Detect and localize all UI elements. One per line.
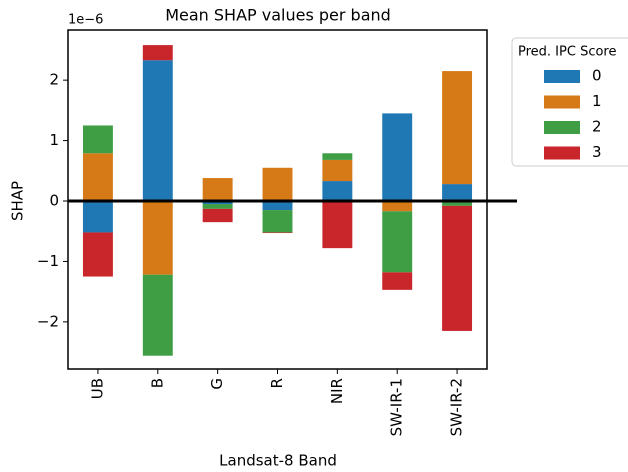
bar-segment [202, 201, 233, 205]
bar-segment [322, 159, 353, 182]
bar-segment [202, 178, 233, 202]
legend-label: 0 [592, 67, 602, 85]
y-tick-label: −2 [37, 312, 59, 330]
bar-segment [82, 201, 113, 233]
x-tick-label: R [268, 378, 286, 388]
axes-frame [67, 29, 488, 370]
x-tick-label: B [148, 378, 166, 388]
bar-segment [202, 208, 233, 223]
bar-segment [322, 201, 353, 249]
bar-segment [142, 201, 173, 275]
y-tick-label: −1 [37, 252, 59, 270]
legend-swatch [544, 121, 580, 134]
bar-segment [442, 71, 473, 185]
bar-segment [382, 201, 413, 212]
bar-segment [262, 167, 293, 202]
legend-title: Pred. IPC Score [518, 45, 616, 60]
x-tick-label: UB [88, 378, 106, 399]
x-axis-label: Landsat-8 Band [219, 452, 337, 470]
bar-segment [142, 45, 173, 61]
bar-segment [442, 184, 473, 202]
bar-segment [442, 201, 473, 206]
bar-segment [442, 205, 473, 331]
bar-segment [382, 211, 413, 273]
x-tick-label: SW-IR-1 [388, 378, 406, 436]
legend-swatch [544, 70, 580, 83]
chart-title: Mean SHAP values per band [165, 6, 391, 25]
legend-label: 1 [592, 92, 602, 110]
y-tick-label: 0 [49, 192, 59, 210]
bar-segment [262, 201, 293, 211]
bar-segment [262, 210, 293, 233]
bar-segment [82, 153, 113, 202]
bar-segment [82, 232, 113, 277]
bar-segment [322, 181, 353, 202]
legend-label: 2 [592, 118, 602, 136]
legend-label: 3 [592, 143, 602, 161]
bar-segment [142, 60, 173, 202]
bar-segment [202, 204, 233, 209]
legend-swatch [544, 146, 580, 160]
bar-segment [262, 232, 293, 234]
y-axis-label: SHAP [9, 181, 27, 221]
bar-segment [82, 125, 113, 154]
offset-label: 1e−6 [68, 13, 103, 28]
x-tick-label: G [208, 378, 226, 390]
bar-segment [322, 153, 353, 160]
x-tick-label: NIR [328, 378, 346, 404]
legend-swatch [544, 95, 580, 109]
y-tick-label: 2 [49, 71, 59, 89]
bar-segment [382, 113, 413, 202]
x-tick-label: SW-IR-2 [448, 378, 466, 436]
y-tick-label: 1 [49, 131, 59, 149]
bar-segment [382, 272, 413, 290]
bar-segment [142, 274, 173, 356]
